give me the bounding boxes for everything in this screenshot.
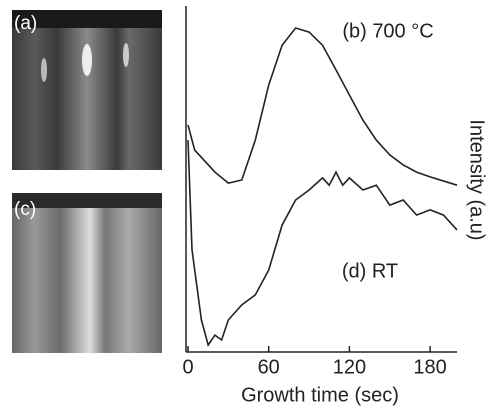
x-tick-label: 180 xyxy=(413,356,446,378)
x-tick-label: 120 xyxy=(333,356,366,378)
x-tick-label: 60 xyxy=(258,356,280,378)
y-axis-label: Intensity (a.u) xyxy=(466,119,488,240)
data-line xyxy=(187,27,458,186)
x-tick-label: 0 xyxy=(182,356,193,378)
rheed-image xyxy=(12,193,162,353)
diffraction-spot xyxy=(41,58,47,82)
image-shadow xyxy=(12,10,162,28)
panel-label: (a) xyxy=(14,13,37,34)
x-axis-label: Growth time (sec) xyxy=(241,384,399,406)
panel-label: (c) xyxy=(14,199,36,220)
image-shadow xyxy=(12,193,162,208)
data-line xyxy=(187,140,458,348)
diffraction-spot xyxy=(82,44,92,76)
rheed-image xyxy=(12,10,162,170)
series-label: (d) RT xyxy=(342,260,398,282)
diffraction-spot xyxy=(123,43,129,67)
series-label: (b) 700 °C xyxy=(342,20,433,42)
